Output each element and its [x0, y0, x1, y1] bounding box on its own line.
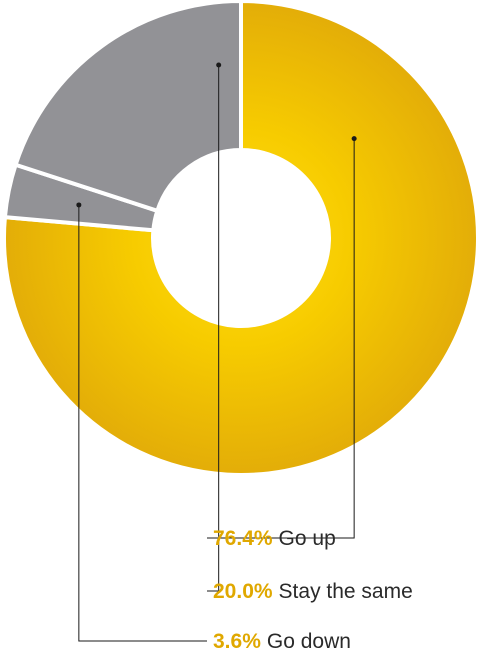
slice-name-go-down: Go down — [267, 630, 351, 653]
slice-name-go-up: Go up — [279, 527, 336, 550]
leader-line-stay-the-same — [207, 65, 220, 592]
slice-label-go-down: 3.6% Go down — [213, 630, 351, 653]
leader-line-go-up — [207, 138, 355, 539]
slice-label-go-up: 76.4% Go up — [213, 527, 336, 550]
slice-label-stay-the-same: 20.0% Stay the same — [213, 580, 413, 603]
slice-stay-the-same — [13, 0, 243, 214]
leader-line-go-down — [78, 204, 207, 642]
slice-name-stay-the-same: Stay the same — [279, 580, 413, 603]
slice-percent-go-up: 76.4% — [213, 527, 273, 550]
slice-percent-go-down: 3.6% — [213, 630, 261, 653]
slice-go-up — [2, 0, 480, 477]
slice-percent-stay-the-same: 20.0% — [213, 580, 273, 603]
